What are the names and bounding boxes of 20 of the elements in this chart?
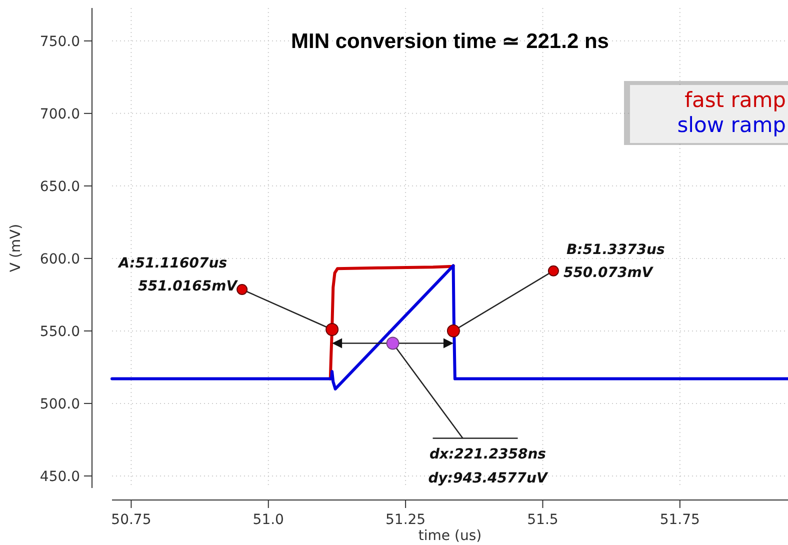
y-tick-label: 450.0: [40, 468, 80, 485]
y-tick-label: 750.0: [40, 34, 80, 50]
text: slow ramp: [677, 113, 786, 137]
y-tick-label: 500.0: [40, 396, 80, 412]
y-tick-label: 550.0: [40, 324, 80, 340]
annotation: B:51.3373us 550.073mV: [563, 242, 665, 281]
x-tick-label: 51.0: [252, 512, 284, 528]
y-axis-title: V (mV): [8, 224, 24, 272]
annotation: dx:221.2358ns dy:943.4577uV: [428, 446, 548, 486]
y-tick-label: 650.0: [40, 178, 80, 195]
x-tick-label: 51.75: [660, 512, 700, 528]
y-tick-label: 700.0: [40, 106, 80, 122]
x-tick-label: 51.25: [386, 512, 426, 528]
x-tick-label: 50.75: [111, 512, 152, 528]
annotation: A:51.11607us 551.0165mV: [118, 255, 238, 294]
text: MIN conversion time ≃ 221.2 ns: [291, 30, 609, 53]
text: fast ramp: [684, 88, 786, 112]
x-tick-label: 51.5: [527, 512, 558, 528]
x-axis-title: time (us): [418, 528, 482, 544]
y-tick-label: 600.0: [40, 251, 80, 268]
